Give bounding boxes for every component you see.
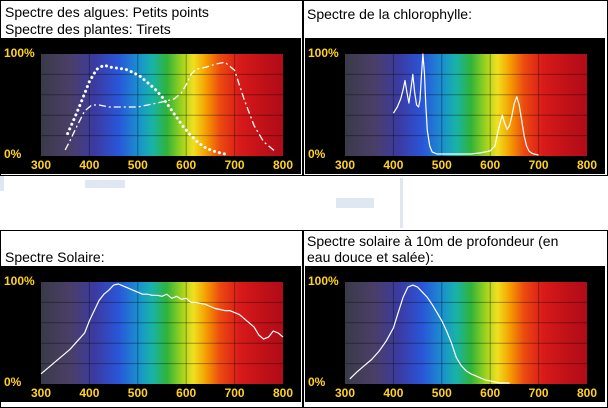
- background-strip: [0, 173, 4, 191]
- y-tick-label: 100%: [4, 46, 35, 60]
- x-tick-label: 500: [127, 386, 148, 400]
- x-tick-label: 800: [576, 386, 598, 400]
- series-line-1: [66, 63, 227, 156]
- x-tick-label: 400: [383, 158, 404, 172]
- chart-svg: [345, 53, 587, 156]
- y-tick-label: 0%: [308, 147, 326, 161]
- chart-algues: 300 400 500 600 700 800 100% 0%: [1, 38, 301, 174]
- y-tick-label: 0%: [308, 375, 326, 389]
- x-tick-label: 800: [272, 386, 294, 400]
- chart-svg: [345, 282, 587, 384]
- series-line-1: [392, 53, 539, 156]
- x-tick-label: 700: [224, 386, 245, 400]
- x-tick-label: 300: [334, 386, 356, 400]
- x-tick-label: 700: [224, 158, 245, 172]
- x-tick-label: 500: [431, 386, 452, 400]
- x-tick-label: 700: [528, 158, 549, 172]
- spectrum-band: [345, 282, 587, 384]
- x-tick-label: 600: [176, 158, 197, 172]
- x-tick-label: 600: [176, 386, 197, 400]
- series-line-2: [64, 61, 277, 153]
- x-tick-label: 500: [431, 158, 452, 172]
- title-profondeur-line1: Spectre solaire à 10m de profondeur (en: [307, 233, 559, 249]
- background-strip: [400, 178, 403, 228]
- y-tick-label: 0%: [4, 147, 22, 161]
- x-tick-label: 600: [480, 158, 501, 172]
- chart-chlorophylle: 300 400 500 600 700 800 100% 0%: [305, 38, 605, 174]
- title-solaire: Spectre Solaire:: [5, 249, 105, 265]
- series-line-1: [349, 284, 510, 384]
- background-strip: [85, 180, 125, 188]
- x-tick-label: 300: [30, 386, 52, 400]
- chart-svg: [40, 282, 284, 384]
- x-tick-label: 400: [79, 386, 100, 400]
- chart-svg: [41, 54, 283, 156]
- chart-profondeur: 300 400 500 600 700 800 100% 0%: [305, 266, 605, 402]
- x-tick-label: 300: [334, 158, 356, 172]
- series-line-1: [40, 283, 284, 375]
- y-tick-label: 100%: [308, 46, 339, 60]
- y-tick-label: 100%: [4, 274, 35, 288]
- x-tick-label: 700: [528, 386, 549, 400]
- x-tick-label: 300: [30, 158, 52, 172]
- chart-solaire: 300 400 500 600 700 800 100% 0%: [1, 266, 301, 402]
- x-tick-label: 600: [480, 386, 501, 400]
- x-tick-label: 800: [576, 158, 598, 172]
- y-tick-label: 0%: [4, 375, 22, 389]
- x-tick-label: 500: [127, 158, 148, 172]
- title-algues-line2: Spectre des plantes: Tirets: [5, 21, 171, 37]
- spectrum-band: [41, 282, 283, 384]
- y-tick-label: 100%: [308, 274, 339, 288]
- x-tick-label: 400: [79, 158, 100, 172]
- spectrum-band: [345, 54, 587, 156]
- title-chlorophylle: Spectre de la chlorophylle:: [307, 6, 472, 22]
- title-profondeur-line2: eau douce et salée):: [307, 249, 434, 265]
- x-tick-label: 400: [383, 386, 404, 400]
- x-tick-label: 800: [272, 158, 294, 172]
- spectrum-band: [41, 54, 283, 156]
- background-strip: [336, 198, 374, 208]
- title-algues-line1: Spectre des algues: Petits points: [5, 4, 209, 20]
